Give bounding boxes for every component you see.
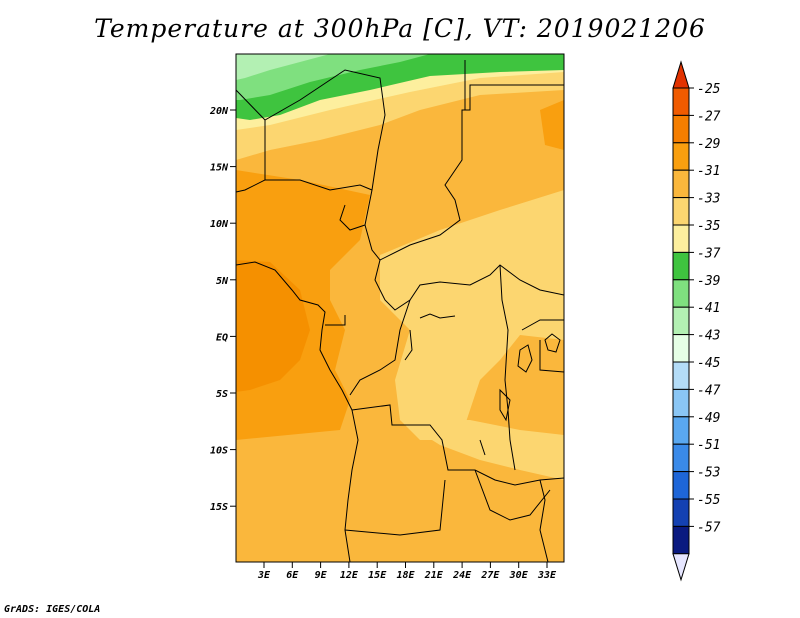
colorbar-swatch — [672, 224, 690, 253]
colorbar-swatch — [672, 306, 690, 336]
lat-tick-label: 15S — [210, 502, 228, 513]
longitude-ticks: 3E 6E 9E 12E 15E 18E 21E 24E 27E 30E 33E — [257, 562, 557, 581]
colorbar: -25 -27 -29 -31 -33 -35 -37 -39 -41 -43 -45 -47 -49 -… — [672, 60, 721, 582]
colorbar-swatch — [672, 498, 690, 527]
colorbar-swatch — [672, 525, 690, 555]
colorbar-label: -47 — [697, 383, 721, 398]
colorbar-swatch — [672, 388, 690, 418]
colorbar-swatch — [672, 197, 690, 226]
country-borders — [236, 60, 564, 562]
colorbar-swatch — [672, 169, 690, 199]
lon-tick-label: 15E — [368, 570, 387, 581]
lat-tick-label: EQ — [216, 332, 228, 343]
lat-tick-label: 10S — [210, 446, 228, 457]
latitude-ticks: 20N 15N 10N 5N EQ 5S 10S 15S — [209, 106, 236, 513]
colorbar-label: -25 — [697, 82, 721, 97]
colorbar-label: -49 — [697, 411, 720, 426]
colorbar-label: -39 — [697, 274, 720, 289]
colorbar-label: -55 — [697, 493, 721, 508]
lat-tick-label: 20N — [209, 106, 229, 117]
lat-tick-label: 15N — [210, 163, 229, 174]
temperature-field — [236, 54, 564, 562]
colorbar-swatch — [672, 471, 690, 500]
lon-tick-label: 30E — [509, 570, 529, 581]
lon-tick-label: 33E — [537, 570, 557, 581]
colorbar-bottom-arrow — [672, 553, 690, 582]
colorbar-label: -29 — [697, 137, 720, 152]
colorbar-swatch — [672, 142, 690, 171]
grads-credit: GrADS: IGES/COLA — [4, 604, 101, 615]
lat-tick-label: 5N — [216, 276, 229, 287]
lon-tick-label: 3E — [257, 570, 271, 581]
colorbar-swatch — [672, 87, 690, 116]
lon-tick-label: 12E — [340, 570, 359, 581]
colorbar-swatch — [672, 251, 690, 281]
colorbar-label: -41 — [697, 301, 720, 316]
colorbar-swatch — [672, 361, 690, 390]
colorbar-label: -37 — [697, 246, 721, 261]
lon-tick-label: 24E — [452, 570, 472, 581]
colorbar-label: -53 — [697, 466, 720, 481]
colorbar-label: -45 — [697, 356, 721, 371]
map-title: Temperature at 300hPa [C], VT: 201902120… — [94, 14, 706, 43]
colorbar-top-arrow — [672, 60, 690, 89]
lon-tick-label: 27E — [480, 570, 500, 581]
colorbar-label: -43 — [697, 329, 720, 344]
lat-tick-label: 10N — [210, 219, 229, 230]
lon-tick-label: 9E — [315, 570, 328, 581]
colorbar-swatch — [672, 114, 690, 144]
colorbar-swatch — [672, 443, 690, 473]
map-frame — [235, 53, 565, 563]
lat-tick-label: 5S — [216, 389, 228, 400]
colorbar-label: -33 — [697, 192, 720, 207]
lon-tick-label: 18E — [396, 570, 415, 581]
colorbar-swatch — [672, 334, 690, 363]
colorbar-label: -31 — [697, 164, 720, 179]
colorbar-label: -57 — [697, 520, 721, 535]
colorbar-swatch — [672, 416, 690, 445]
colorbar-label: -35 — [697, 219, 721, 234]
lon-tick-label: 6E — [286, 570, 299, 581]
colorbar-label: -51 — [697, 438, 720, 453]
lon-tick-label: 21E — [424, 570, 444, 581]
colorbar-swatch — [672, 279, 690, 308]
colorbar-label: -27 — [697, 109, 721, 124]
